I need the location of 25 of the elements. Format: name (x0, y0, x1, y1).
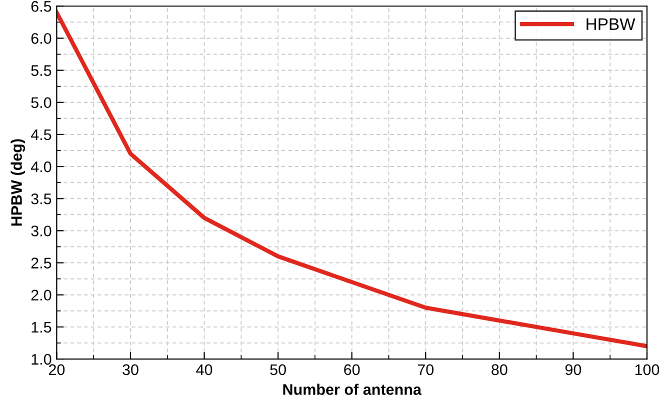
x-tick-label: 50 (270, 364, 286, 376)
y-tick-label: 1.0 (32, 354, 52, 365)
x-tick-label: 80 (492, 364, 508, 376)
x-tick-label: 60 (344, 364, 360, 376)
legend-label: HPBW (586, 18, 636, 30)
y-tick-label: 1.5 (32, 322, 52, 333)
x-tick-label: 90 (565, 364, 582, 376)
y-tick-label: 6.5 (31, 0, 52, 12)
y-axis-title: HPBW (deg) (10, 139, 26, 226)
line-series (56, 10, 647, 348)
x-tick-label: 20 (48, 364, 65, 376)
x-tick-label: 30 (122, 364, 138, 376)
y-tick-label: 4.0 (30, 161, 52, 172)
y-tick-label: 2.0 (31, 290, 52, 301)
x-axis-title: Number of antenna (283, 384, 422, 395)
y-tick-label: 5.0 (31, 97, 52, 108)
y-tick-label: 3.0 (31, 226, 52, 236)
x-tick-label: 40 (196, 364, 212, 376)
y-tick-label: 4.5 (30, 129, 52, 140)
y-tick-label: 6.0 (31, 33, 52, 44)
x-tick-label: 70 (418, 364, 434, 376)
y-tick-label: 3.5 (31, 193, 52, 204)
y-tick-label: 5.5 (31, 65, 52, 76)
x-tick-label: 100 (635, 364, 660, 376)
y-tick-label: 2.5 (31, 258, 52, 268)
